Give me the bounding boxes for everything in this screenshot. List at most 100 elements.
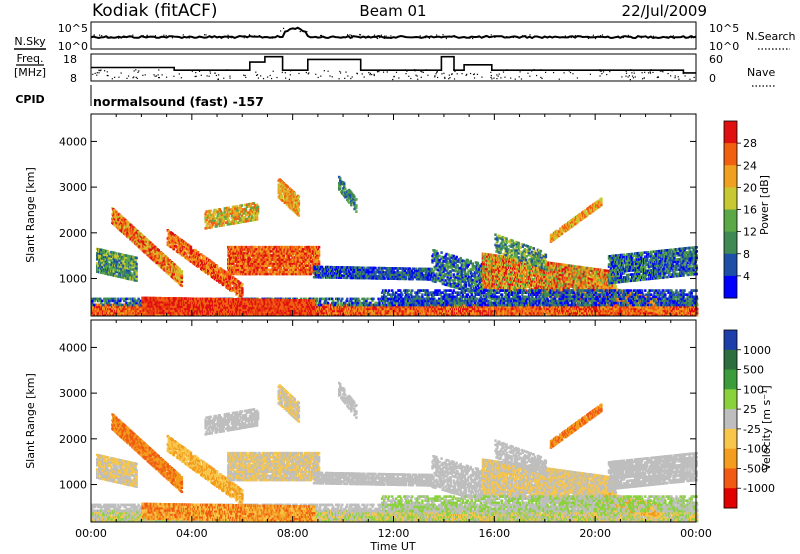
nave-dot [544,71,547,73]
nave-dot [633,72,635,74]
nave-dot [465,74,467,77]
heatmap-cell [445,311,449,315]
heatmap-cell [375,301,378,305]
nave-dot [652,71,654,74]
nave-dot [208,75,210,77]
nave-dot [405,73,407,75]
nave-dot [94,72,96,74]
nave-dot [536,74,538,77]
noise-dot [666,36,668,38]
nave-dot [106,71,108,73]
heatmap-cell [486,313,489,317]
noise-dot [165,34,167,37]
noise-dot [227,37,229,39]
nave-dot [127,75,130,77]
noise-dot [101,35,103,37]
nave-dot [344,77,346,79]
nave-dot [497,75,499,77]
heatmap-cell [557,307,561,311]
nave-dot [674,77,676,79]
nave-dot [599,75,601,77]
noise-dot [472,37,474,40]
nave-dot [444,77,446,80]
nave-dot [158,76,160,79]
nave-dot [195,72,197,74]
nave-dot [506,69,508,71]
nave-dot [602,71,605,73]
noise-dot [349,34,351,36]
noise-left-label: N.Sky [14,35,46,48]
heatmap-cell [434,309,438,313]
noise-dot [574,37,577,39]
nave-dot [329,75,331,77]
noise-dot [95,37,97,39]
nave-dot [338,78,340,80]
nave-dot [531,70,533,72]
noise-dot [574,34,576,37]
nave-dot [434,76,436,78]
freq-panel: Freq. [MHz] 18 8 60 0 Nave [14,52,775,87]
nave-dot [96,72,98,74]
nave-dot [469,72,472,75]
nave-dot [135,76,137,78]
nave-dot [416,75,418,77]
heatmap-cell [531,307,534,311]
nave-dot [496,77,498,80]
nave-dot [689,78,691,80]
nave-dot [625,75,627,77]
noise-dot [564,35,566,37]
noise-dot [650,35,652,37]
nave-dot [568,70,570,72]
heatmap-cell [351,297,354,301]
heatmap-cell [112,307,115,311]
heatmap-cell [396,311,399,315]
heatmap-cell [508,313,511,317]
nave-dot [142,74,144,76]
noise-dot [280,30,282,32]
heatmap-cell [321,311,325,315]
nave-dot [569,71,572,74]
nave-dot [420,76,422,78]
noise-dot [146,34,148,36]
nave-dot [657,76,660,78]
heatmap-cell [434,313,438,317]
nave-dot [285,77,287,79]
noise-dot [617,35,619,37]
noise-dot [580,35,582,37]
noise-dot [672,35,674,37]
heatmap-cell [202,313,206,317]
noise-dot [230,37,232,39]
noise-dot [271,37,273,39]
nave-dot [514,78,516,80]
nave-dot [200,74,202,76]
nave-dot [161,74,163,76]
heatmap-cell [515,311,518,315]
noise-dot [367,36,369,39]
freq-left-label-2: [MHz] [14,66,46,79]
nave-dot [661,70,663,72]
heatmap-cell [508,311,511,315]
nave-dot [449,77,451,79]
nave-dot [410,77,412,80]
heatmap-cell [363,297,366,301]
noise-dot [306,30,308,33]
nave-dot [425,69,428,71]
heatmap-cell [314,307,318,311]
noise-left-tick-low: 10^0 [58,40,88,53]
heatmap-cell [106,309,109,313]
nave-dot [678,78,680,80]
heatmap-cell [547,313,551,317]
nave-dot [214,72,216,74]
noise-dot [376,37,378,39]
noise-dot [622,37,624,39]
nave-dot [158,76,160,79]
nave-dot [368,72,370,74]
nave-dot [421,71,423,73]
noise-dot [525,35,527,37]
nave-dot [427,74,429,76]
nave-dot [356,72,358,74]
noise-dot [419,35,421,37]
nave-dot [533,69,535,71]
nave-dot [173,75,175,77]
heatmap-cell [401,309,404,313]
